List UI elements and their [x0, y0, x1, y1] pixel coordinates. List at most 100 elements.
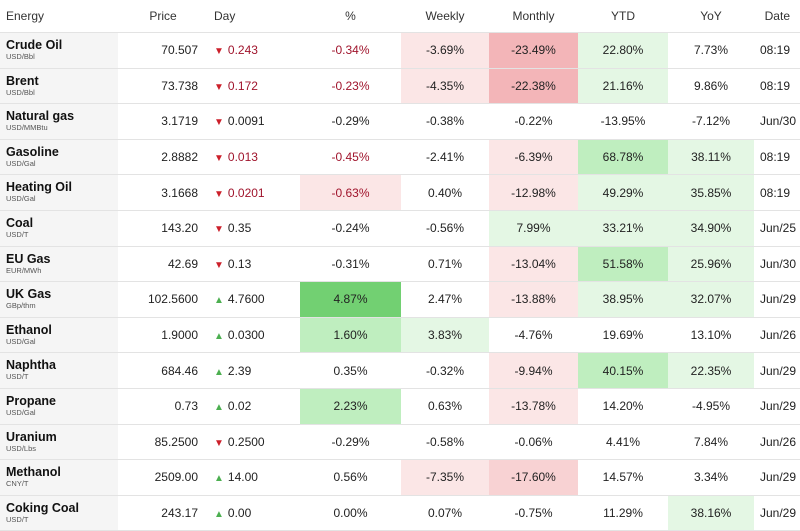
commodity-unit: USD/Gal [6, 407, 36, 417]
day-change-cell: ▲ 0.02 [208, 388, 300, 425]
col-header-yoy[interactable]: YoY [668, 0, 754, 33]
commodity-unit: USD/MMBtu [6, 123, 48, 133]
col-header-weekly[interactable]: Weekly [401, 0, 489, 33]
commodity-cell[interactable]: Crude Oil USD/Bbl [0, 32, 118, 69]
commodity-name[interactable]: Heating Oil [6, 180, 72, 195]
commodity-cell[interactable]: Uranium USD/Lbs [0, 424, 118, 461]
commodity-name[interactable]: Naphtha [6, 358, 56, 373]
table-row[interactable]: Methanol CNY/T 2509.00 ▲ 14.00 0.56% -7.35% -17… [0, 459, 800, 496]
commodity-cell[interactable]: Coal USD/T [0, 210, 118, 247]
commodity-name[interactable]: Crude Oil [6, 38, 63, 52]
monthly-change-value: -4.76% [489, 317, 578, 354]
day-change-cell: ▲ 0.0300 [208, 317, 300, 354]
table-row[interactable]: Ethanol USD/Gal 1.9000 ▲ 0.0300 1.60% 3.83% -4.… [0, 317, 800, 354]
commodity-name[interactable]: UK Gas [6, 287, 52, 302]
date-value: Jun/26 [754, 424, 800, 461]
date-value: Jun/30 [754, 103, 800, 140]
yoy-change-value: 38.16% [668, 495, 754, 531]
monthly-change-value: -13.04% [489, 246, 578, 283]
weekly-change-value: 0.40% [401, 174, 489, 211]
commodity-unit: USD/Lbs [6, 443, 37, 453]
price-value: 143.20 [118, 210, 208, 247]
table-row[interactable]: Brent USD/Bbl 73.738 ▼ 0.172 -0.23% -4.35% -22.… [0, 68, 800, 105]
monthly-change-value: -0.06% [489, 424, 578, 461]
table-row[interactable]: Crude Oil USD/Bbl 70.507 ▼ 0.243 -0.34% -3.69%… [0, 32, 800, 69]
weekly-change-value: 2.47% [401, 281, 489, 318]
day-change-cell: ▲ 4.7600 [208, 281, 300, 318]
commodity-name[interactable]: Coal [6, 215, 34, 230]
ytd-change-value: 4.41% [578, 424, 668, 461]
weekly-change-value: -0.58% [401, 424, 489, 461]
col-header-monthly[interactable]: Monthly [489, 0, 578, 33]
up-arrow-icon: ▲ [214, 402, 224, 414]
price-value: 684.46 [118, 352, 208, 389]
pct-change-value: -0.23% [300, 68, 401, 105]
yoy-change-value: 3.34% [668, 459, 754, 496]
day-change-cell: ▼ 0.0201 [208, 174, 300, 211]
monthly-change-value: -0.22% [489, 103, 578, 140]
down-arrow-icon: ▼ [214, 437, 224, 449]
pct-change-value: -0.34% [300, 32, 401, 69]
commodity-cell[interactable]: Ethanol USD/Gal [0, 317, 118, 354]
commodity-cell[interactable]: EU Gas EUR/MWh [0, 246, 118, 283]
date-value: Jun/29 [754, 495, 800, 531]
weekly-change-value: -3.69% [401, 32, 489, 69]
commodity-cell[interactable]: Brent USD/Bbl [0, 68, 118, 105]
commodity-cell[interactable]: Natural gas USD/MMBtu [0, 103, 118, 140]
commodity-cell[interactable]: Methanol CNY/T [0, 459, 118, 496]
table-row[interactable]: Propane USD/Gal 0.73 ▲ 0.02 2.23% 0.63% -13.78%… [0, 388, 800, 425]
commodity-cell[interactable]: Propane USD/Gal [0, 388, 118, 425]
commodity-cell[interactable]: Naphtha USD/T [0, 352, 118, 389]
commodity-unit: USD/Gal [6, 158, 36, 168]
pct-change-value: 0.35% [300, 352, 401, 389]
table-row[interactable]: Naphtha USD/T 684.46 ▲ 2.39 0.35% -0.32% -9.94%… [0, 352, 800, 389]
commodity-unit: USD/T [6, 514, 29, 524]
pct-change-value: 0.00% [300, 495, 401, 531]
commodity-name[interactable]: EU Gas [6, 251, 51, 266]
day-change-value: 2.39 [227, 363, 252, 378]
table-row[interactable]: Gasoline USD/Gal 2.8882 ▼ 0.013 -0.45% -2.41% -… [0, 139, 800, 176]
commodity-name[interactable]: Gasoline [6, 144, 59, 159]
table-row[interactable]: EU Gas EUR/MWh 42.69 ▼ 0.13 -0.31% 0.71% -13.04… [0, 246, 800, 283]
commodity-name[interactable]: Coking Coal [6, 500, 79, 515]
commodity-cell[interactable]: Heating Oil USD/Gal [0, 174, 118, 211]
day-change-value: 4.7600 [227, 292, 265, 307]
table-row[interactable]: Coal USD/T 143.20 ▼ 0.35 -0.24% -0.56% 7.99% 33.… [0, 210, 800, 247]
commodity-unit: EUR/MWh [6, 265, 42, 275]
commodity-cell[interactable]: Gasoline USD/Gal [0, 139, 118, 176]
commodity-name[interactable]: Methanol [6, 465, 61, 480]
price-value: 2509.00 [118, 459, 208, 496]
col-header-date[interactable]: Date [754, 0, 800, 33]
price-value: 0.73 [118, 388, 208, 425]
monthly-change-value: 7.99% [489, 210, 578, 247]
date-value: Jun/29 [754, 281, 800, 318]
table-row[interactable]: Natural gas USD/MMBtu 3.1719 ▼ 0.0091 -0.29% -… [0, 103, 800, 140]
monthly-change-value: -22.38% [489, 68, 578, 105]
commodity-name[interactable]: Natural gas [6, 109, 75, 124]
commodity-name[interactable]: Uranium [6, 429, 57, 444]
table-row[interactable]: Coking Coal USD/T 243.17 ▲ 0.00 0.00% 0.07% -0.… [0, 495, 800, 531]
day-change-cell: ▼ 0.172 [208, 68, 300, 105]
table-row[interactable]: UK Gas GBp/thm 102.5600 ▲ 4.7600 4.87% 2.47% -1… [0, 281, 800, 318]
monthly-change-value: -9.94% [489, 352, 578, 389]
col-header-day[interactable]: Day [208, 0, 300, 33]
table-row[interactable]: Heating Oil USD/Gal 3.1668 ▼ 0.0201 -0.63% 0.4… [0, 174, 800, 211]
col-header-pct[interactable]: % [300, 0, 401, 33]
price-value: 3.1719 [118, 103, 208, 140]
col-header-energy[interactable]: Energy [0, 0, 118, 33]
table-row[interactable]: Uranium USD/Lbs 85.2500 ▼ 0.2500 -0.29% -0.58%… [0, 424, 800, 461]
weekly-change-value: 3.83% [401, 317, 489, 354]
commodity-name[interactable]: Propane [6, 393, 57, 408]
monthly-change-value: -13.78% [489, 388, 578, 425]
monthly-change-value: -6.39% [489, 139, 578, 176]
day-change-cell: ▲ 14.00 [208, 459, 300, 496]
commodity-name[interactable]: Ethanol [6, 322, 52, 337]
commodity-name[interactable]: Brent [6, 73, 39, 88]
commodity-cell[interactable]: Coking Coal USD/T [0, 495, 118, 531]
col-header-price[interactable]: Price [118, 0, 208, 33]
ytd-change-value: 21.16% [578, 68, 668, 105]
monthly-change-value: -0.75% [489, 495, 578, 531]
col-header-ytd[interactable]: YTD [578, 0, 668, 33]
commodity-cell[interactable]: UK Gas GBp/thm [0, 281, 118, 318]
ytd-change-value: 19.69% [578, 317, 668, 354]
